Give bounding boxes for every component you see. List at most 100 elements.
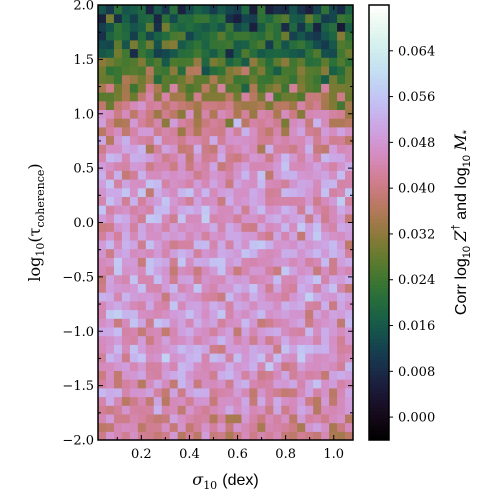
- heatmap-cell: [113, 405, 123, 415]
- heatmap-cell: [281, 196, 290, 206]
- heatmap-cell: [273, 431, 282, 441]
- heatmap-cell: [193, 379, 203, 389]
- heatmap-cell: [241, 48, 251, 58]
- heatmap-cell: [281, 57, 290, 67]
- heatmap-cell: [329, 353, 338, 363]
- heatmap-cell: [281, 118, 290, 128]
- colorbar-segment: [369, 200, 389, 205]
- heatmap-cell: [161, 239, 171, 250]
- heatmap-cell: [297, 5, 306, 15]
- heatmap-cell: [257, 248, 266, 258]
- heatmap-cell: [201, 387, 211, 398]
- heatmap-cell: [297, 248, 306, 258]
- colorbar-segment: [369, 26, 389, 31]
- heatmap-cell: [129, 31, 139, 41]
- heatmap-cell: [241, 396, 251, 406]
- heatmap-cell: [337, 22, 346, 32]
- heatmap-cell: [169, 422, 179, 432]
- heatmap-cell: [241, 379, 251, 389]
- heatmap-cell: [257, 118, 266, 128]
- colorbar-segment: [369, 34, 389, 39]
- heatmap-cell: [121, 83, 131, 93]
- heatmap-cell: [289, 22, 298, 32]
- heatmap-cell: [201, 361, 211, 371]
- heatmap-cell: [249, 266, 258, 276]
- heatmap-cell: [145, 31, 155, 41]
- heatmap-cell: [177, 74, 187, 84]
- heatmap-cell: [289, 65, 298, 76]
- heatmap-cell: [217, 22, 227, 32]
- heatmap-cell: [193, 5, 203, 15]
- heatmap-cell: [225, 283, 235, 293]
- heatmap-cell: [337, 387, 346, 398]
- heatmap-cell: [201, 135, 211, 145]
- heatmap-cell: [249, 213, 258, 224]
- heatmap-cell: [145, 361, 155, 371]
- heatmap-cell: [113, 205, 123, 215]
- heatmap-cell: [273, 213, 282, 224]
- heatmap-cell: [177, 48, 187, 58]
- heatmap-cell: [113, 413, 123, 424]
- heatmap-cell: [321, 318, 330, 328]
- heatmap-cell: [257, 74, 266, 84]
- heatmap-cell: [145, 109, 155, 119]
- heatmap-cell: [209, 396, 219, 406]
- heatmap-cell: [289, 135, 298, 145]
- heatmap-cell: [289, 309, 298, 319]
- heatmap-cell: [265, 274, 274, 284]
- heatmap-cell: [257, 109, 266, 119]
- heatmap-cell: [289, 231, 298, 241]
- heatmap-cell: [257, 274, 266, 284]
- heatmap-cell: [321, 335, 330, 345]
- heatmap-cell: [209, 405, 219, 415]
- heatmap-cell: [289, 335, 298, 345]
- heatmap-cell: [321, 118, 330, 128]
- heatmap-cell: [177, 135, 187, 145]
- colorbar-segment: [369, 70, 389, 75]
- heatmap-cell: [153, 387, 163, 398]
- heatmap-cell: [113, 48, 123, 58]
- heatmap-cell: [145, 187, 155, 197]
- heatmap-cell: [305, 205, 314, 215]
- heatmap-cell: [233, 74, 243, 84]
- heatmap-cell: [169, 274, 179, 284]
- heatmap-cell: [177, 144, 187, 154]
- heatmap-cell: [321, 74, 330, 84]
- heatmap-cell: [121, 126, 131, 137]
- heatmap-cell: [233, 152, 243, 163]
- heatmap-cell: [209, 13, 219, 23]
- heatmap-cell: [177, 118, 187, 128]
- heatmap-cell: [249, 187, 258, 197]
- heatmap-cell: [321, 48, 330, 58]
- heatmap-cell: [321, 65, 330, 76]
- heatmap-cell: [105, 135, 115, 145]
- heatmap-cell: [209, 83, 219, 93]
- heatmap-cell: [161, 57, 171, 67]
- heatmap-cell: [161, 222, 171, 232]
- heatmap-cell: [321, 126, 330, 137]
- heatmap-cell: [305, 74, 314, 84]
- heatmap-cell: [257, 326, 266, 337]
- heatmap-cell: [185, 353, 195, 363]
- heatmap-cell: [225, 83, 235, 93]
- heatmap-cell: [265, 283, 274, 293]
- heatmap-cell: [305, 83, 314, 93]
- heatmap-cell: [161, 213, 171, 224]
- heatmap-cell: [105, 205, 115, 215]
- colorbar-segment: [369, 327, 389, 332]
- heatmap-cell: [313, 309, 322, 319]
- heatmap-cell: [257, 361, 266, 371]
- heatmap-cell: [345, 205, 354, 215]
- heatmap-cell: [145, 300, 155, 311]
- colorbar-segment: [369, 411, 389, 416]
- heatmap-cell: [225, 161, 235, 171]
- heatmap-cell: [201, 396, 211, 406]
- heatmap-cell: [137, 370, 147, 380]
- heatmap-cell: [209, 422, 219, 432]
- colorbar-segment: [369, 15, 389, 21]
- colorbar-segment: [369, 182, 389, 187]
- heatmap-cell: [241, 126, 251, 137]
- heatmap-cell: [225, 74, 235, 84]
- heatmap-cell: [273, 379, 282, 389]
- heatmap-cell: [281, 92, 290, 102]
